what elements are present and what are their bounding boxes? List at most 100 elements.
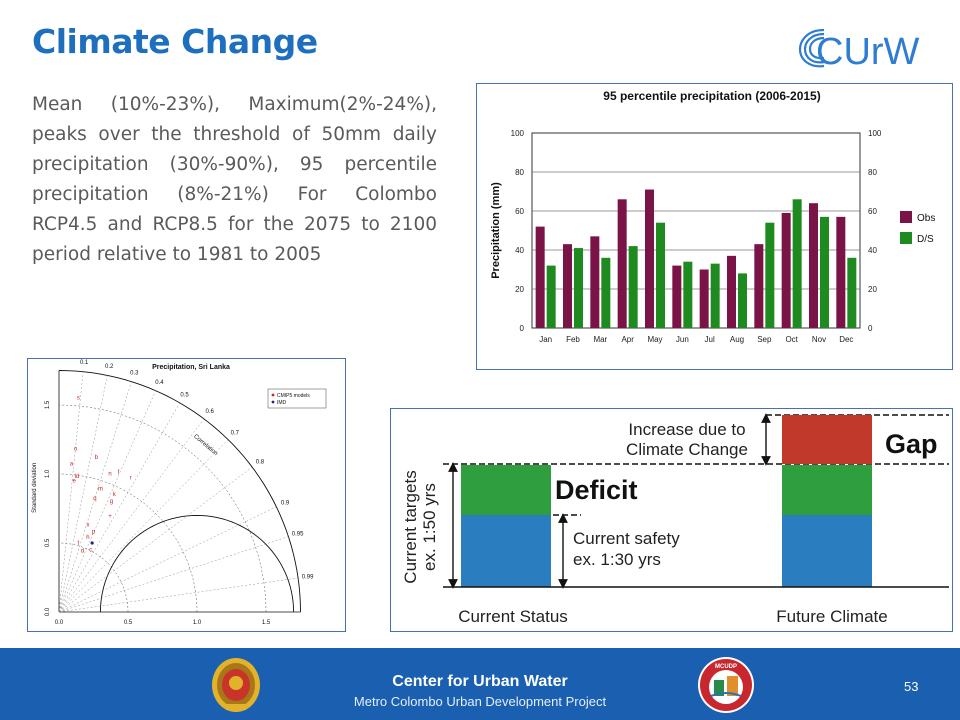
correlation-ray xyxy=(58,536,289,613)
correlation-tick-label: 0.5 xyxy=(180,392,189,398)
bar-ds xyxy=(628,246,638,328)
correlation-tick-label: 0.99 xyxy=(302,575,314,581)
slide-title: Climate Change xyxy=(32,22,318,61)
footer-title: Center for Urban Water xyxy=(392,673,568,690)
model-point: t xyxy=(77,540,79,546)
y-tick-label: 0.5 xyxy=(45,538,51,547)
logo-swoosh-icon xyxy=(798,28,825,68)
x-tick-label: Jul xyxy=(705,335,715,344)
reference-arc xyxy=(99,514,295,613)
bar-obs xyxy=(590,236,600,328)
y-tick-label: 1.0 xyxy=(45,469,51,478)
x-tick-label: Oct xyxy=(785,335,798,344)
current-status-label: Current Status xyxy=(458,607,568,626)
curw-logo: CUrW xyxy=(798,28,920,72)
bar-ds xyxy=(574,248,583,328)
chart-title: 95 percentile precipitation (2006-2015) xyxy=(603,89,820,103)
model-point: c xyxy=(89,547,92,553)
sri-lanka-emblem-icon xyxy=(212,658,260,712)
y-tick-label-right: 0 xyxy=(868,324,873,333)
y-tick-label: 20 xyxy=(515,285,524,294)
footer-bar xyxy=(0,648,960,720)
current-safety-block xyxy=(461,515,551,587)
y-tick-label: 0.0 xyxy=(45,607,51,616)
bar-ds xyxy=(820,216,829,328)
y-tick-label: 60 xyxy=(515,207,524,216)
gap-diagram-panel: Increase due to Climate Change Gap Defici… xyxy=(390,408,953,632)
legend-label: Obs xyxy=(917,213,935,224)
correlation-tick-label: 0.1 xyxy=(80,360,89,366)
correlation-ray xyxy=(58,390,156,613)
y-tick-label-right: 20 xyxy=(868,285,877,294)
body-paragraph: Mean (10%-23%), Maximum(2%-24%), peaks o… xyxy=(32,94,437,265)
model-point: p xyxy=(92,529,96,535)
correlation-tick-label: 0.9 xyxy=(281,501,290,507)
legend-swatch xyxy=(900,211,912,223)
bar-ds xyxy=(765,222,775,328)
taylor-diagram-panel: Precipitation, Sri Lanka 0.1 0.2 0.3 0.4 0.5 0… xyxy=(27,358,346,632)
x-tick-label: Aug xyxy=(730,335,744,344)
correlation-ray xyxy=(58,418,205,613)
y-tick-label-right: 80 xyxy=(868,168,877,177)
correlation-tick-label: 0.7 xyxy=(231,431,240,437)
model-point: s xyxy=(77,395,80,401)
legend-marker xyxy=(271,400,275,404)
x-tick-label: Feb xyxy=(566,335,580,344)
correlation-tick-label: 0.95 xyxy=(292,532,304,538)
deficit-label: Deficit xyxy=(555,475,638,505)
y-tick-label: 1.5 xyxy=(45,400,51,409)
bar-ds xyxy=(710,263,720,328)
y-axis-label: Precipitation (mm) xyxy=(490,182,502,279)
taylor-diagram: Precipitation, Sri Lanka 0.1 0.2 0.3 0.4 0.5 0… xyxy=(32,360,327,626)
model-point: f xyxy=(118,470,120,476)
gap-label: Gap xyxy=(885,429,938,459)
y-tick-label-right: 100 xyxy=(868,129,882,138)
x-tick-label: Apr xyxy=(621,335,634,344)
y-tick-label: 40 xyxy=(515,246,524,255)
correlation-tick-label: 0.3 xyxy=(130,370,139,376)
outer-arc xyxy=(58,370,301,613)
y-axis-label: Standard deviation xyxy=(32,463,38,513)
model-point: d xyxy=(81,549,84,555)
bar-obs xyxy=(672,265,682,328)
correlation-ray xyxy=(58,402,180,613)
x-tick-label: Mar xyxy=(593,335,607,344)
footer-subtitle: Metro Colombo Urban Development Project xyxy=(353,694,607,709)
stddev-arc xyxy=(58,542,129,613)
bar-obs xyxy=(809,203,818,328)
y-tick-label: 80 xyxy=(515,168,524,177)
x-tick-label: 0.0 xyxy=(55,620,64,626)
observation-point xyxy=(90,541,94,545)
bar-obs xyxy=(699,269,709,328)
correlation-ray xyxy=(58,371,84,613)
legend-marker xyxy=(271,393,275,397)
correlation-tick-label: 0.6 xyxy=(206,409,215,415)
mcudp-badge-icon: MCUDP xyxy=(698,657,754,713)
model-point: m xyxy=(98,487,103,493)
x-tick-label: Jan xyxy=(539,335,552,344)
future-deficit-block xyxy=(782,465,872,515)
model-point: g xyxy=(110,499,113,505)
bar-obs xyxy=(617,199,627,328)
correlation-ray xyxy=(58,466,253,613)
bar-ds xyxy=(683,261,693,328)
bar-obs xyxy=(754,244,764,328)
gap-diagram: Increase due to Climate Change Gap Defici… xyxy=(401,413,949,626)
bar-obs xyxy=(727,255,736,328)
correlation-axis-label: Correlation xyxy=(192,434,218,457)
taylor-title: Precipitation, Sri Lanka xyxy=(152,364,230,371)
legend-label: IMD xyxy=(277,400,287,406)
model-point: k xyxy=(113,492,117,498)
bar-ds xyxy=(738,273,747,328)
model-point: e xyxy=(73,478,77,484)
current-safety-label: Current safety ex. 1:30 yrs xyxy=(573,529,680,569)
model-point: h xyxy=(86,535,89,541)
bar-ds xyxy=(601,257,611,328)
model-point: q xyxy=(93,496,96,502)
y-tick-label-right: 40 xyxy=(868,246,877,255)
model-point: b xyxy=(95,455,99,461)
future-safety-block xyxy=(782,515,872,587)
plot-area xyxy=(531,132,861,329)
model-point: a xyxy=(70,462,74,468)
bar-chart-panel: 95 percentile precipitation (2006-2015) 0… xyxy=(476,83,953,370)
